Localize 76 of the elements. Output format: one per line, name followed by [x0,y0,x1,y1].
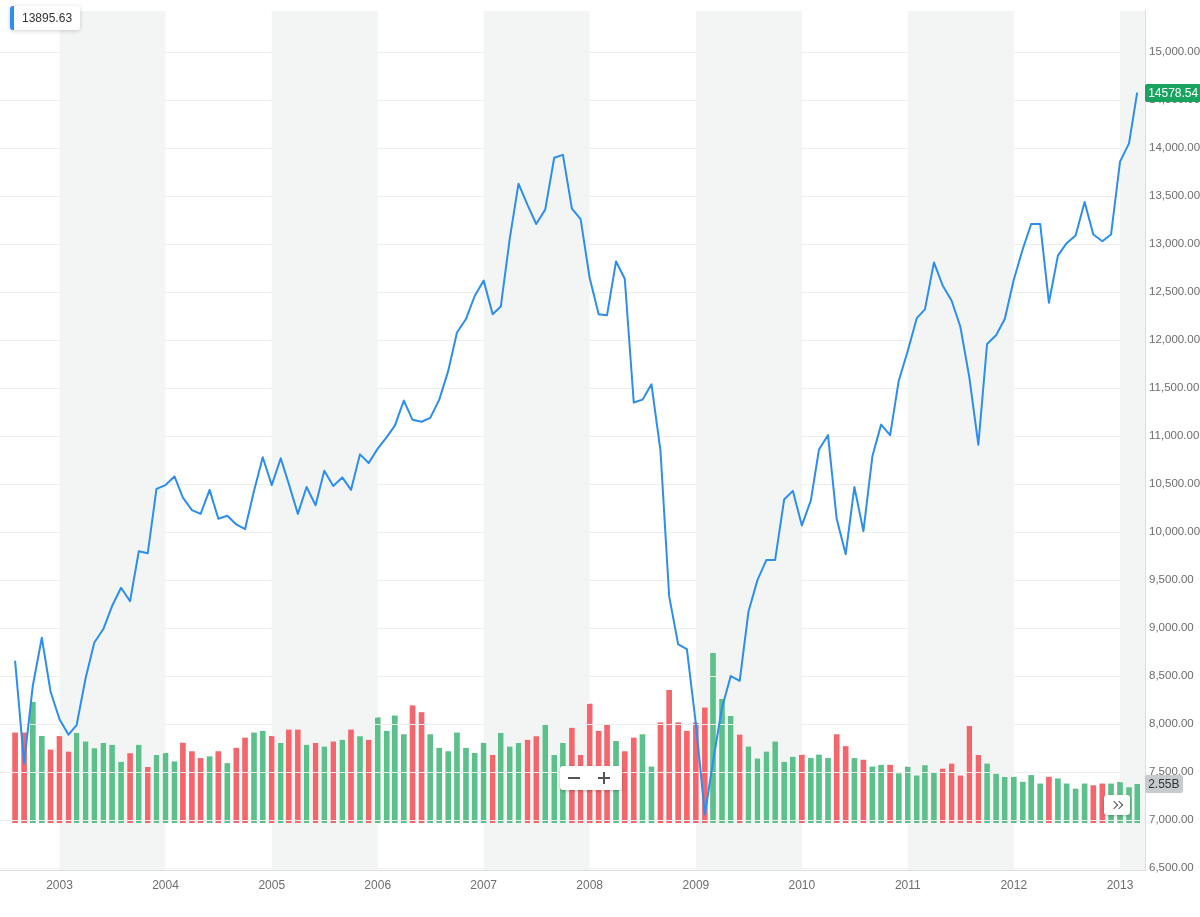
x-tick-label: 2010 [788,877,816,892]
bar [348,729,354,823]
x-tick-label: 2003 [46,877,74,892]
bar [833,734,840,823]
y-tick-label: 8,000.00 [1149,717,1194,730]
x-tick-label: 2006 [364,877,392,892]
bar [808,758,814,823]
y-tick-label: 6,500.00 [1149,861,1194,874]
bar [1046,776,1052,823]
y-tick-label: 11,500.00 [1149,381,1200,394]
bar [887,764,893,823]
bar [1010,776,1017,823]
bar [436,747,443,823]
bar [38,735,45,823]
bar [675,722,681,823]
bar [189,751,195,823]
x-tick-label: 2008 [576,877,604,892]
x-tick-label: 2013 [1106,877,1134,892]
bar [1037,783,1044,823]
bar [710,653,716,823]
bar [401,734,407,823]
x-tick-label: 2005 [258,877,286,892]
bar [251,732,257,823]
bar [427,734,434,823]
y-tick-label: 7,000.00 [1149,813,1194,826]
bar [630,737,637,823]
bar [621,751,628,823]
bar [357,735,363,823]
bar [12,732,18,823]
bar [259,730,266,823]
bar [1090,785,1097,823]
bar [684,730,690,823]
annotation: 14578.54 [1145,83,1200,102]
annotation: 13895.63 [10,6,81,30]
y-tick-label: 8,500.00 [1149,669,1194,682]
y-tick-label: 11,000.00 [1149,429,1200,442]
bar [895,773,902,823]
x-tick-label: 2004 [152,877,180,892]
bar [383,730,390,823]
bar [1099,783,1106,823]
bar [825,758,831,823]
bar [719,698,725,823]
y-tick-label: 9,500.00 [1149,573,1194,586]
bar [454,732,460,823]
bar [463,747,469,823]
bar [1019,781,1026,823]
annotation: 2.55B [1145,774,1183,793]
bar [666,690,673,823]
y-tick-label: 10,500.00 [1149,477,1200,490]
x-tick-label: 2009 [682,877,710,892]
y-tick-label: 13,000.00 [1149,237,1200,250]
x-tick-label: 2011 [894,877,922,892]
bar [878,764,884,823]
bar [445,751,452,823]
bar [224,763,231,823]
y-tick-label: 9,000.00 [1149,621,1194,634]
y-tick-label: 13,500.00 [1149,189,1200,202]
bar [180,742,186,823]
bar [29,701,36,823]
bar [1028,775,1035,823]
bar [842,746,849,823]
y-tick-label: 14,000.00 [1149,141,1200,154]
y-tick-label: 10,000.00 [1149,525,1200,538]
x-tick-label: 2007 [470,877,498,892]
y-tick-label: 12,000.00 [1149,333,1200,346]
bar [374,717,381,823]
bar [816,754,822,823]
y-tick-label: 15,000.00 [1149,45,1200,58]
bar [233,747,240,823]
bar [215,751,222,823]
x-tick-label: 2012 [1000,877,1028,892]
bar [1055,778,1061,823]
bar [799,754,805,823]
bar [392,715,398,823]
bar [242,737,248,823]
y-tick-label: 12,500.00 [1149,285,1200,298]
